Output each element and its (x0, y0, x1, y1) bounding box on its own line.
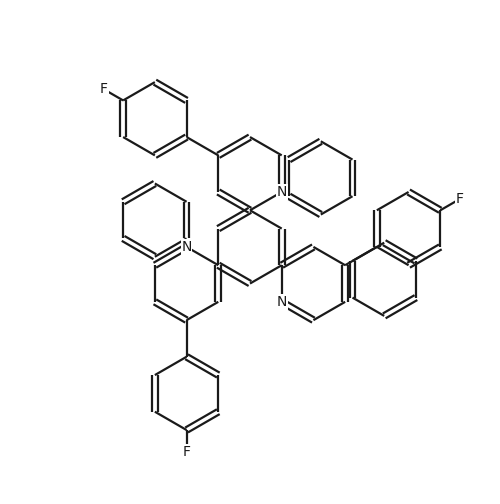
Text: N: N (276, 295, 287, 309)
Text: F: F (182, 445, 190, 459)
Text: F: F (100, 83, 108, 96)
Text: N: N (276, 185, 287, 199)
Text: N: N (182, 240, 192, 254)
Text: F: F (456, 193, 464, 206)
